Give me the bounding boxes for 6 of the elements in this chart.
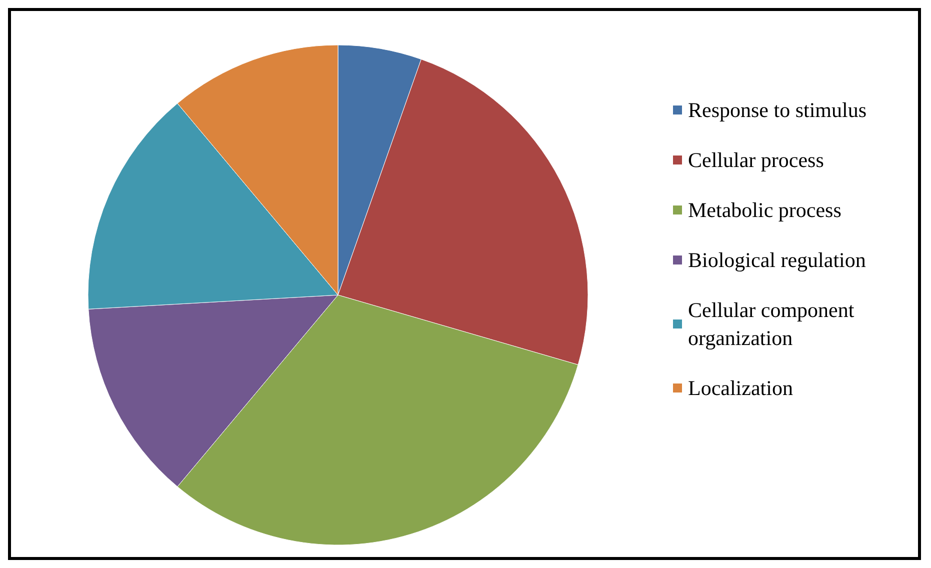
legend-label: Localization (688, 376, 794, 400)
legend-label: Biological regulation (688, 248, 866, 272)
legend-label: Cellular component organization (688, 298, 860, 350)
legend-label: Response to stimulus (688, 98, 867, 122)
legend-label: Metabolic process (688, 198, 842, 222)
legend-label: Cellular process (688, 148, 824, 172)
